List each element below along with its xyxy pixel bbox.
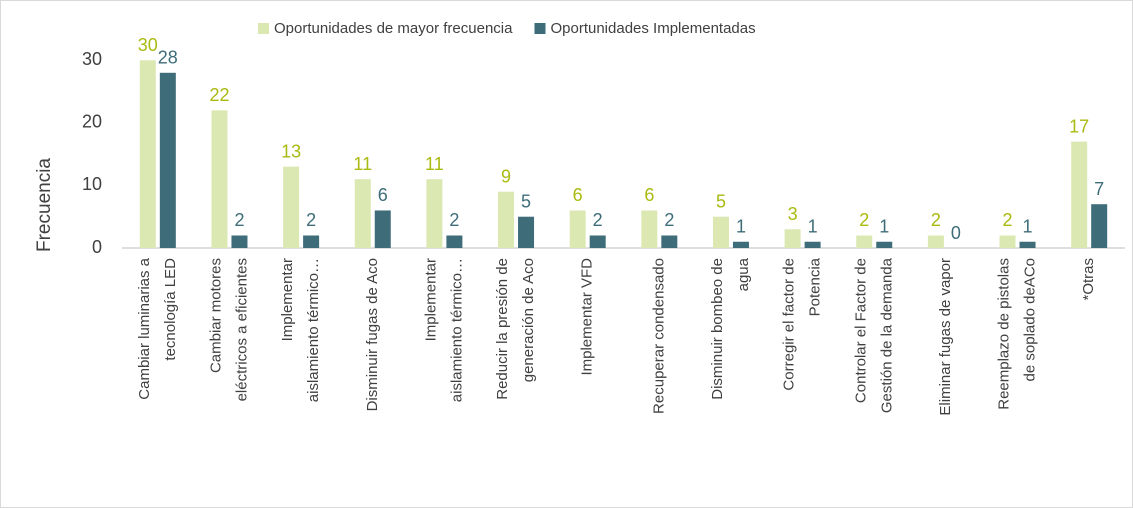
bar bbox=[426, 179, 443, 248]
value-label: 6 bbox=[644, 185, 654, 205]
bar bbox=[927, 235, 944, 248]
bar bbox=[139, 60, 156, 249]
x-tick-label: Cambiar motores eléctricos a eficientes bbox=[207, 258, 250, 401]
bar bbox=[518, 216, 535, 248]
value-label: 1 bbox=[879, 216, 889, 236]
legend-swatch bbox=[534, 23, 546, 34]
bar bbox=[303, 235, 320, 248]
bar bbox=[569, 210, 586, 248]
bar bbox=[1071, 141, 1088, 248]
value-label: 3 bbox=[788, 204, 798, 224]
y-tick-label: 10 bbox=[82, 174, 102, 194]
bar bbox=[498, 191, 515, 248]
legend-label: Oportunidades de mayor frecuencia bbox=[274, 20, 513, 37]
y-tick-label: 0 bbox=[92, 237, 102, 257]
bar bbox=[354, 179, 371, 248]
x-tick-label: Disminuir bombeo de agua bbox=[709, 257, 752, 399]
x-tick-label: Recuperar condensado bbox=[650, 258, 667, 414]
value-label: 0 bbox=[951, 223, 961, 243]
bar bbox=[589, 235, 606, 248]
bar bbox=[446, 235, 463, 248]
value-label: 2 bbox=[593, 210, 603, 230]
y-tick-label: 30 bbox=[82, 49, 102, 69]
x-tick-label: *Otras bbox=[1080, 258, 1097, 301]
value-label: 7 bbox=[1094, 179, 1104, 199]
bar bbox=[784, 229, 801, 248]
bar bbox=[159, 72, 176, 248]
x-tick-label: Implementar VFD bbox=[579, 258, 596, 376]
value-label: 13 bbox=[281, 141, 301, 161]
value-label: 2 bbox=[859, 210, 869, 230]
bar bbox=[1091, 204, 1108, 248]
value-label: 6 bbox=[573, 185, 583, 205]
value-label: 11 bbox=[425, 154, 444, 174]
legend-swatch bbox=[258, 23, 269, 34]
x-tick-label: Reducir la presión de generación de Aco bbox=[494, 258, 537, 400]
value-label: 28 bbox=[158, 48, 178, 68]
bar bbox=[732, 241, 749, 248]
x-tick-label: Controlar el Factor de Gestión de la dema… bbox=[852, 257, 895, 413]
bar bbox=[712, 216, 729, 248]
bar bbox=[641, 210, 658, 248]
value-label: 5 bbox=[716, 191, 726, 211]
y-tick-label: 20 bbox=[82, 112, 102, 132]
value-label: 11 bbox=[353, 154, 372, 174]
legend-label: Oportunidades Implementadas bbox=[550, 20, 755, 37]
value-label: 1 bbox=[808, 216, 818, 236]
value-label: 6 bbox=[378, 185, 388, 205]
value-label: 17 bbox=[1069, 116, 1089, 136]
y-axis-label: Frecuencia bbox=[34, 158, 55, 252]
x-tick-label: Implementar aislamiento térmico… bbox=[422, 258, 465, 402]
value-label: 30 bbox=[138, 35, 158, 55]
bar bbox=[231, 235, 248, 248]
x-tick-label: Cambiar luminarias a tecnología LED bbox=[136, 257, 179, 399]
bar bbox=[856, 235, 873, 248]
value-label: 2 bbox=[664, 210, 674, 230]
value-label: 22 bbox=[209, 85, 229, 105]
value-label: 2 bbox=[234, 210, 244, 230]
x-tick-label: Eliminar fugas de vapor bbox=[937, 258, 954, 416]
bar bbox=[876, 241, 893, 248]
x-tick-label: Reemplazo de pistolas de soplado deACo bbox=[996, 258, 1039, 410]
x-tick-label: Disminuir fugas de Aco bbox=[364, 258, 381, 411]
bar bbox=[211, 110, 228, 248]
value-label: 5 bbox=[521, 191, 531, 211]
value-label: 1 bbox=[736, 216, 746, 236]
x-tick-label: Implementar aislamiento térmico… bbox=[279, 258, 322, 402]
bar bbox=[1019, 241, 1036, 248]
value-label: 2 bbox=[449, 210, 459, 230]
value-label: 2 bbox=[931, 210, 941, 230]
value-label: 2 bbox=[1003, 210, 1013, 230]
bar bbox=[661, 235, 678, 248]
bar bbox=[999, 235, 1016, 248]
value-label: 9 bbox=[501, 166, 511, 186]
bar bbox=[804, 241, 821, 248]
bar bbox=[374, 210, 391, 248]
bar bbox=[283, 166, 300, 248]
value-label: 1 bbox=[1023, 216, 1033, 236]
x-tick-label: Corregir el factor de Potencia bbox=[781, 257, 824, 390]
value-label: 2 bbox=[306, 210, 316, 230]
